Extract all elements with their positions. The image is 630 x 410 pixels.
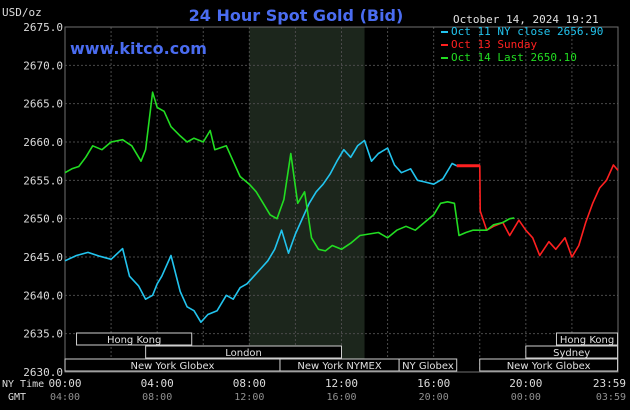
y-tick-label: 2645.0: [23, 251, 63, 264]
series-line: [64, 91, 515, 252]
x-tick-gmt: 16:00: [326, 392, 356, 403]
session-label: NY Globex: [402, 361, 454, 372]
x-tick-nytime: 04:00: [141, 377, 174, 390]
y-tick-label: 2650.0: [23, 213, 63, 226]
y-tick-label: 2660.0: [23, 136, 63, 149]
price-series: [64, 91, 619, 324]
plot-border: [64, 26, 619, 373]
x-tick-gmt: 12:00: [234, 392, 264, 403]
session-label: New York Globex: [507, 361, 591, 372]
session-bar: [525, 345, 619, 359]
session-bar: [555, 332, 619, 346]
x-tick-nytime: 16:00: [417, 377, 450, 390]
x-tick-gmt: 04:00: [50, 392, 80, 403]
session-bar: [76, 332, 193, 346]
session-label: Sydney: [553, 348, 590, 359]
session-label: London: [225, 348, 262, 359]
y-tick-label: 2635.0: [23, 328, 63, 341]
y-axis-ticks: 2675.0 2670.0 2665.0 2660.0 2655.0 2650.0 2645…: [23, 21, 63, 379]
shaded-session-region: [249, 27, 365, 372]
session-bar: [145, 345, 342, 359]
y-tick-label: 2670.0: [23, 59, 63, 72]
y-tick-label: 2640.0: [23, 289, 63, 302]
y-tick-label: 2675.0: [23, 21, 63, 34]
y-tick-label: 2655.0: [23, 174, 63, 187]
site-url[interactable]: www.kitco.com: [70, 39, 207, 58]
nytime-label: NY Time: [2, 379, 44, 390]
x-tick-nytime: 00:00: [48, 377, 81, 390]
session-bar: [479, 358, 619, 372]
gmt-label: GMT: [8, 392, 26, 403]
x-tick-nytime: 23:59: [593, 377, 626, 390]
x-tick-nytime: 12:00: [325, 377, 358, 390]
series-line: [64, 139, 458, 324]
grid-lines: [64, 26, 619, 373]
x-tick-gmt: 03:59: [596, 392, 626, 403]
session-label: New York Globex: [131, 361, 215, 372]
x-axis-ticks: 00:00 04:00 04:00 08:00 08:00 12:00 12:00 16:00…: [48, 377, 626, 403]
y-axis-unit: USD/oz: [2, 6, 42, 19]
x-tick-gmt: 20:00: [419, 392, 449, 403]
x-tick-nytime: 20:00: [509, 377, 542, 390]
market-sessions: Hong Kong London New York Globex New York N…: [64, 332, 619, 372]
session-label: Hong Kong: [560, 335, 614, 346]
legend-entry: Oct 11 NY close 2656.90: [451, 25, 603, 38]
timestamp: October 14, 2024 19:21: [453, 13, 599, 26]
x-tick-gmt: 08:00: [142, 392, 172, 403]
chart-title: 24 Hour Spot Gold (Bid): [189, 6, 404, 25]
y-tick-label: 2665.0: [23, 98, 63, 111]
y-tick-label: 2630.0: [23, 366, 63, 379]
legend-entry: Oct 13 Sunday: [451, 38, 537, 51]
x-tick-nytime: 08:00: [233, 377, 266, 390]
session-bar: [398, 358, 458, 372]
x-tick-gmt: 00:00: [511, 392, 541, 403]
legend-entry: Oct 14 Last 2650.10: [451, 51, 577, 64]
session-label: New York NYMEX: [297, 361, 382, 372]
session-label: Hong Kong: [107, 335, 161, 346]
